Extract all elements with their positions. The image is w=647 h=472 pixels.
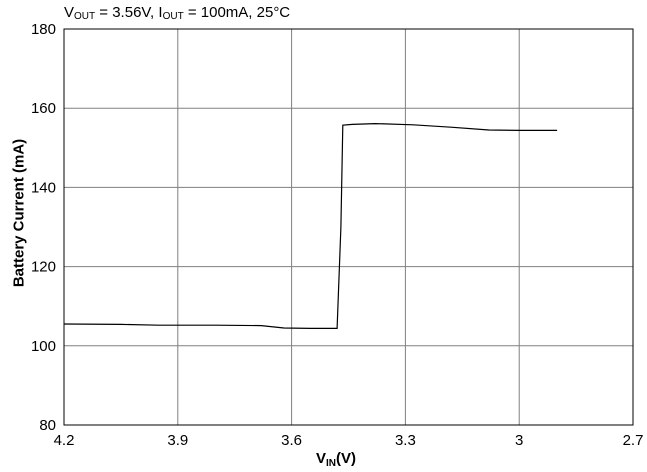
grid-lines — [63, 28, 634, 426]
y-tick-label: 100 — [31, 338, 56, 355]
x-tick-label: 3.6 — [281, 432, 302, 449]
y-tick-label: 80 — [39, 417, 56, 434]
y-axis-ticks: 80 100 120 140 160 180 — [31, 21, 56, 434]
x-tick-label: 3.3 — [395, 432, 416, 449]
y-tick-label: 180 — [31, 21, 56, 38]
x-tick-label: 4.2 — [54, 432, 75, 449]
x-axis-label: VIN(V) — [316, 450, 357, 469]
series-layer — [63, 122, 558, 329]
plot-frame — [63, 28, 634, 426]
chart-conditions: VOUT = 3.56V, IOUT = 100mA, 25°C — [64, 4, 291, 22]
series-line-0 — [63, 122, 558, 329]
y-axis-label: Battery Current (mA) — [10, 138, 28, 288]
y-tick-label: 160 — [31, 100, 56, 117]
y-tick-label: 120 — [31, 259, 56, 276]
x-tick-label: 3 — [515, 432, 523, 449]
x-axis-ticks: 4.2 3.9 3.6 3.3 3 2.7 — [54, 432, 644, 449]
x-tick-label: 3.9 — [167, 432, 188, 449]
x-tick-label: 2.7 — [623, 432, 644, 449]
y-tick-label: 140 — [31, 179, 56, 196]
